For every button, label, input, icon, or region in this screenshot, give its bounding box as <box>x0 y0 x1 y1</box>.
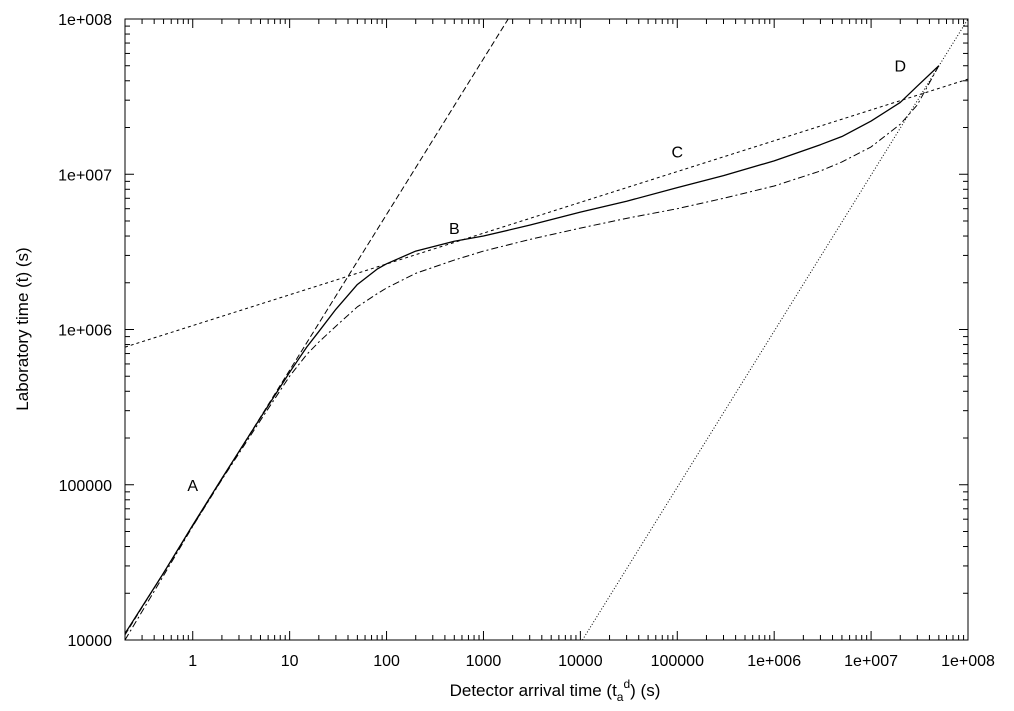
y-tick-labels: 10000 100000 1e+006 1e+007 1e+008 <box>58 12 112 650</box>
x-axis-label-suffix: ) (s) <box>630 681 660 700</box>
x-tick-label: 10000 <box>558 653 603 670</box>
y-tick-label: 1e+008 <box>58 12 112 29</box>
x-axis-label: Detector arrival time (tad) (s) <box>450 677 661 704</box>
x-tick-label: 1e+006 <box>747 653 801 670</box>
annotation-label-d: D <box>894 59 906 76</box>
y-tick-label: 100000 <box>59 478 112 495</box>
x-tick-label: 100000 <box>651 653 704 670</box>
y-tick-label: 10000 <box>68 633 113 650</box>
x-axis-label-prefix: Detector arrival time (t <box>450 681 617 700</box>
y-axis-label: Laboratory time (t) (s) <box>13 247 32 410</box>
x-tick-labels: 1 10 100 1000 10000 100000 1e+006 1e+007 1e+008 <box>188 653 995 670</box>
x-tick-label: 100 <box>373 653 400 670</box>
x-tick-label: 10 <box>281 653 299 670</box>
x-tick-label: 1000 <box>466 653 502 670</box>
annotation-label-a: A <box>187 478 198 495</box>
y-tick-label: 1e+006 <box>58 323 112 340</box>
annotations: A B C D <box>187 59 906 495</box>
x-axis-label-sub: a <box>617 690 624 704</box>
series-line-dash-dot <box>125 65 940 640</box>
x-axis-label-sup: d <box>623 677 630 691</box>
x-tick-label: 1 <box>188 653 197 670</box>
annotation-label-b: B <box>449 221 460 238</box>
annotation-label-c: C <box>671 145 683 162</box>
x-tick-label: 1e+008 <box>941 653 995 670</box>
series-line-dashed <box>125 19 509 636</box>
series-layer <box>125 19 968 640</box>
series-line-short-dash <box>125 78 968 348</box>
y-tick-label: 1e+007 <box>58 167 112 184</box>
series-line-solid <box>125 65 940 634</box>
x-tick-label: 1e+007 <box>844 653 898 670</box>
plot-frame <box>124 18 969 641</box>
tick-marks <box>124 18 969 641</box>
series-line-dotted <box>581 19 968 640</box>
